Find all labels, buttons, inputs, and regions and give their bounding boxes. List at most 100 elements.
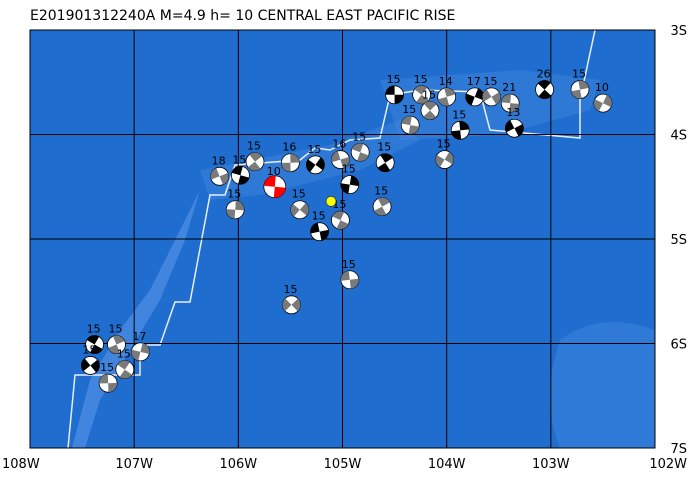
- ball-quadrants: [306, 157, 325, 173]
- ball-quadrants: [108, 335, 125, 354]
- ball-quadrants: [414, 85, 429, 104]
- depth-label: 15: [100, 361, 114, 374]
- ball-quadrants: [465, 88, 484, 106]
- ball-quadrants: [423, 101, 437, 120]
- focal-mechanism: 15: [450, 108, 470, 140]
- depth-label: 17: [467, 75, 481, 88]
- focal-mechanism: 21: [500, 81, 520, 113]
- focal-mechanism: 15: [107, 323, 126, 354]
- ball-quadrants: [331, 150, 350, 169]
- focal-mechanism: 26: [535, 68, 554, 99]
- x-tick-label: 106W: [219, 457, 257, 472]
- depth-label: 15: [483, 75, 497, 88]
- depth-label: 15: [342, 258, 356, 271]
- ball-quadrants: [117, 360, 133, 379]
- ball-quadrants: [401, 116, 420, 135]
- depth-label: 15: [374, 185, 388, 198]
- focal-mechanism: 13: [504, 106, 524, 138]
- ball-quadrants: [263, 175, 286, 198]
- ball-quadrants: [332, 211, 349, 230]
- focal-mechanism: 15: [420, 88, 440, 120]
- depth-label: 15: [377, 141, 391, 154]
- focal-mechanism: 15: [340, 258, 360, 290]
- depth-label: 15: [342, 163, 356, 176]
- ball-quadrants: [593, 95, 612, 112]
- ball-quadrants: [99, 374, 118, 393]
- focal-mechanism: 15: [225, 188, 245, 220]
- depth-label: 17: [132, 330, 146, 343]
- focal-mechanism: 15: [340, 163, 360, 195]
- focal-mechanism: 15: [115, 348, 135, 380]
- depth-label: 26: [537, 68, 551, 81]
- ball-quadrants: [537, 80, 552, 99]
- ball-quadrants: [231, 166, 250, 185]
- depth-label: 15: [352, 130, 366, 143]
- depth-label: 15: [387, 73, 401, 86]
- y-tick-label: 4S: [670, 129, 687, 144]
- x-tick-label: 108W: [2, 457, 40, 472]
- y-tick-label: 7S: [670, 442, 687, 457]
- focal-mechanism: 10: [263, 165, 287, 199]
- y-tick-label: 6S: [670, 338, 687, 353]
- y-tick-label: 3S: [670, 24, 687, 39]
- depth-label: 18: [212, 154, 226, 167]
- focal-mechanism: 15: [400, 103, 420, 135]
- ball-quadrants: [385, 85, 404, 104]
- depth-label: 14: [439, 75, 453, 88]
- plate-boundary: [67, 29, 596, 449]
- ball-quadrants: [571, 80, 589, 99]
- x-tick-label: 107W: [115, 457, 153, 472]
- ball-quadrants: [351, 143, 369, 162]
- focal-mechanism: 15: [331, 198, 350, 230]
- depth-label: 15: [307, 143, 321, 156]
- depth-label: 16: [282, 141, 296, 154]
- depth-label: 15: [232, 153, 246, 166]
- depth-label: 15: [402, 103, 416, 116]
- x-tick-label: 104W: [428, 457, 466, 472]
- focal-mechanism: 15: [310, 210, 329, 242]
- ball-quadrants: [310, 222, 329, 241]
- x-tick-label: 105W: [324, 457, 362, 472]
- focal-mechanism: 15: [306, 143, 325, 175]
- map-frame: [29, 29, 656, 449]
- ball-quadrants: [451, 121, 470, 140]
- ball-quadrants: [435, 151, 454, 168]
- focal-mechanism: 15: [570, 68, 590, 99]
- focal-mechanism: 10: [593, 81, 613, 113]
- ball-quadrants: [340, 270, 359, 289]
- focal-mechanism: 16: [281, 141, 300, 173]
- depth-label: 15: [422, 88, 436, 101]
- ball-quadrants: [501, 94, 520, 113]
- focal-mechanism: 15: [290, 188, 310, 220]
- focal-mechanism: 15: [231, 153, 250, 185]
- depth-label: 15: [227, 188, 241, 201]
- focal-mechanism: 15: [385, 73, 404, 105]
- depth-label: 15: [437, 138, 451, 151]
- ball-quadrants: [377, 153, 393, 172]
- focal-mechanism: 15: [350, 130, 370, 162]
- focal-mechanism: 15: [282, 283, 301, 315]
- depth-label: 15: [247, 140, 261, 153]
- ball-quadrants: [482, 89, 501, 105]
- focal-mechanism: 18: [210, 154, 229, 186]
- depth-label: 13: [506, 106, 520, 119]
- focal-mechanism: 14: [437, 75, 457, 107]
- ball-quadrants: [374, 197, 391, 216]
- focal-mechanism: 15: [375, 141, 395, 173]
- focal-mechanism: 15: [412, 73, 432, 105]
- depth-label: 16: [332, 138, 346, 151]
- ball-quadrants: [290, 202, 309, 217]
- deep-area: [550, 322, 655, 448]
- depth-label: 15: [292, 188, 306, 201]
- depth-label: 15: [452, 108, 466, 121]
- depth-label: 15: [87, 323, 101, 336]
- y-tick-label: 5S: [670, 233, 687, 248]
- x-tick-label: 102W: [649, 457, 687, 472]
- epicenter: [325, 196, 337, 207]
- ball-quadrants: [81, 358, 100, 373]
- depth-label: 15: [283, 283, 297, 296]
- focal-mechanism: 15: [81, 343, 100, 375]
- ball-quadrants: [226, 200, 245, 219]
- focal-mechanism: 17: [131, 330, 150, 362]
